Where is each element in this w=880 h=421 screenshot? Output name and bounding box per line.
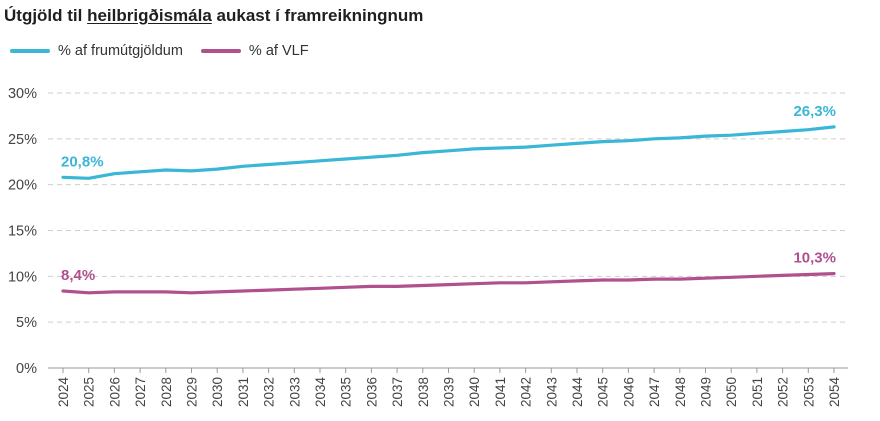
x-tick-label: 2026	[107, 377, 122, 407]
x-tick-label: 2043	[544, 377, 559, 407]
x-tick-label: 2038	[416, 377, 431, 407]
legend-swatch-vlf	[200, 49, 241, 53]
x-tick-label: 2048	[673, 377, 688, 407]
x-tick-label: 2052	[776, 377, 791, 407]
y-tick-label: 15%	[8, 224, 37, 240]
x-tick-label: 2035	[339, 377, 354, 407]
title-underlined-link[interactable]: heilbrigðismála	[87, 6, 212, 25]
x-tick-label: 2044	[570, 377, 585, 408]
x-tick-label: 2041	[493, 377, 508, 407]
y-tick-label: 20%	[8, 178, 37, 194]
x-tick-label: 2042	[519, 377, 534, 407]
x-tick-label: 2037	[390, 377, 405, 407]
x-tick-label: 2046	[621, 377, 636, 407]
legend-item-frumutgjold: % af frumútgjöldum	[10, 43, 183, 59]
chart-title: Útgjöld til heilbrigðismála aukast í fra…	[4, 6, 423, 26]
x-tick-label: 2036	[364, 377, 379, 407]
legend-label-frumutgjold: % af frumútgjöldum	[58, 43, 183, 59]
series-line-frumutgjold	[61, 125, 836, 180]
y-tick-label: 25%	[8, 132, 37, 148]
data-label: 26,3%	[793, 103, 836, 120]
x-tick-label: 2034	[313, 377, 328, 408]
x-tick-label: 2031	[236, 377, 251, 407]
title-suffix: aukast í framreikningnum	[211, 6, 424, 25]
x-tick-label: 2030	[210, 377, 225, 407]
x-tick-label: 2040	[467, 377, 482, 407]
title-prefix: Útgjöld til	[4, 6, 88, 25]
x-tick-label: 2027	[133, 377, 148, 407]
legend-item-vlf: % af VLF	[200, 43, 309, 59]
x-tick-label: 2051	[750, 377, 765, 407]
x-tick-label: 2028	[159, 377, 174, 407]
y-tick-label: 10%	[8, 269, 37, 285]
x-tick-label: 2049	[699, 377, 714, 407]
legend: % af frumútgjöldum % af VLF	[10, 43, 327, 59]
series-line-vlf	[61, 272, 836, 295]
x-tick-label: 2045	[596, 377, 611, 407]
x-tick-label: 2024	[56, 377, 71, 408]
data-label: 20,8%	[61, 153, 104, 170]
x-tick-label: 2032	[262, 377, 277, 407]
x-tick-label: 2050	[724, 377, 739, 407]
legend-swatch-frumutgjold	[10, 49, 50, 53]
x-tick-label: 2039	[442, 377, 457, 407]
y-tick-label: 30%	[8, 86, 37, 102]
y-tick-label: 0%	[16, 361, 37, 377]
x-tick-label: 2054	[827, 377, 842, 408]
x-tick-label: 2053	[801, 377, 816, 407]
legend-label-vlf: % af VLF	[248, 43, 309, 59]
x-tick-label: 2033	[287, 377, 302, 407]
x-tick-label: 2047	[647, 377, 662, 407]
data-label: 8,4%	[61, 267, 95, 284]
data-label: 10,3%	[793, 250, 836, 267]
y-tick-label: 5%	[16, 315, 37, 331]
x-tick-label: 2025	[82, 377, 97, 407]
x-tick-label: 2029	[185, 377, 200, 407]
